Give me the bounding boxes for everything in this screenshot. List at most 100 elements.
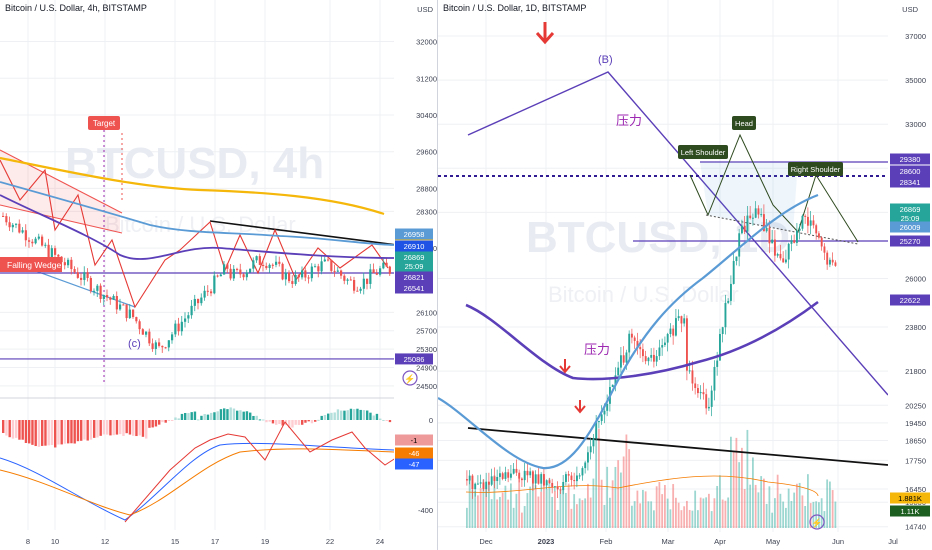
candle <box>559 489 562 491</box>
volume-bar <box>812 501 815 528</box>
candle <box>63 262 66 266</box>
candle <box>512 468 515 474</box>
chart-1d-panel[interactable]: BTCUSD, 1D Bitcoin / U.S. Dollar 37000 35… <box>438 0 932 550</box>
volume-bar <box>705 497 708 528</box>
time-tick-label: Dec <box>479 537 493 546</box>
candle <box>499 473 501 477</box>
candle <box>732 261 735 284</box>
resistance-trendline <box>467 427 889 466</box>
macd-histogram-bar <box>96 420 99 438</box>
candle <box>37 236 40 239</box>
candle <box>366 278 369 284</box>
volume-bar <box>523 506 526 528</box>
time-tick-label: Jun <box>832 537 844 546</box>
macd-histogram-bar <box>362 410 366 420</box>
price-tag-label: 25:09 <box>901 214 920 223</box>
volume-bar <box>735 437 738 528</box>
panel-divider[interactable] <box>437 0 438 550</box>
price-tick-label: 28300 <box>416 207 437 216</box>
down-arrow-icon-top <box>535 22 555 45</box>
macd-histogram-bar <box>232 408 236 420</box>
volume-bar <box>771 512 774 528</box>
chart-4h-canvas[interactable]: BTCUSD, 4h Bitcoin / U.S. Dollar 3200031… <box>0 0 437 550</box>
volume-bar <box>515 493 518 528</box>
macd-histogram-bar <box>11 420 15 439</box>
price-tick-label: 30400 <box>416 111 437 120</box>
candle <box>320 261 323 272</box>
candle <box>653 354 655 362</box>
volume-bar <box>603 504 606 528</box>
macd-histogram-bar <box>138 420 141 436</box>
volume-bar <box>493 475 496 528</box>
volume-bar <box>675 497 677 528</box>
candle <box>34 238 37 244</box>
volume-bar <box>501 492 504 528</box>
time-tick-label: 8 <box>26 537 30 546</box>
candle <box>242 274 245 278</box>
candle <box>710 390 713 407</box>
candle <box>291 281 294 284</box>
candle <box>31 241 34 244</box>
price-tick-label: 19450 <box>905 419 926 428</box>
volume-bar <box>785 507 787 528</box>
volume-bar <box>534 485 537 528</box>
lightning-icon-right[interactable]: ⚡ <box>809 514 825 530</box>
candle <box>628 333 631 353</box>
volume-bar <box>683 506 686 528</box>
right-shoulder-label: Right Shoulder <box>788 162 843 176</box>
price-tag-label: 29380 <box>900 155 921 164</box>
macd-value-tag <box>395 447 433 459</box>
candle <box>54 248 57 255</box>
candle <box>21 230 24 233</box>
macd-histogram-bar <box>236 410 239 420</box>
channel-line <box>0 204 123 234</box>
price-tag <box>395 271 433 283</box>
candle <box>496 476 499 482</box>
volume-bar <box>570 508 573 528</box>
candle <box>471 475 474 490</box>
candle <box>488 481 490 485</box>
volume-bar <box>790 500 793 528</box>
macd-histogram-bar <box>369 412 372 420</box>
candle <box>518 472 521 479</box>
volume-bar <box>801 495 804 528</box>
macd-histogram-bar <box>164 420 167 423</box>
candle <box>526 470 529 476</box>
candle <box>768 227 771 244</box>
macd-value-tag <box>395 458 433 470</box>
price-tick-label: 24500 <box>416 382 437 391</box>
volume-bar <box>765 503 768 528</box>
volume-bar <box>716 485 719 528</box>
candle <box>258 256 261 265</box>
macd-histogram-bar <box>242 411 245 420</box>
usd-label: USD <box>902 5 918 14</box>
candle <box>757 208 760 215</box>
candle <box>333 270 336 272</box>
price-tag-label: 1.881K <box>898 494 922 503</box>
price-tag <box>395 353 433 365</box>
macd-histogram-bar <box>349 408 353 420</box>
chart-4h-panel[interactable]: BTCUSD, 4h Bitcoin / U.S. Dollar 32000 31… <box>0 0 437 550</box>
svg-text:⚡: ⚡ <box>811 517 822 529</box>
candle <box>831 259 834 263</box>
macd-histogram-bar <box>57 420 60 445</box>
macd-histogram-bar <box>310 420 314 424</box>
candle <box>18 223 21 233</box>
candle <box>485 481 488 490</box>
volume-bar <box>562 488 565 528</box>
candle <box>688 370 691 372</box>
macd-histogram-bar <box>268 420 271 422</box>
chart-1d-canvas[interactable]: BTCUSD, 1D Bitcoin / U.S. Dollar 37000 35… <box>438 0 932 550</box>
wave-b-lines <box>467 71 889 396</box>
time-tick-label: 15 <box>171 537 179 546</box>
candle <box>83 272 86 280</box>
candle <box>523 470 526 481</box>
candle <box>812 220 815 226</box>
lightning-icon-left[interactable]: ⚡ <box>402 370 418 386</box>
volume-bar <box>760 476 763 528</box>
candle <box>265 265 268 269</box>
volume-bar <box>587 483 589 528</box>
volume-bar <box>793 492 796 528</box>
volume-bar <box>512 507 515 528</box>
macd-histogram-bar <box>288 420 291 428</box>
